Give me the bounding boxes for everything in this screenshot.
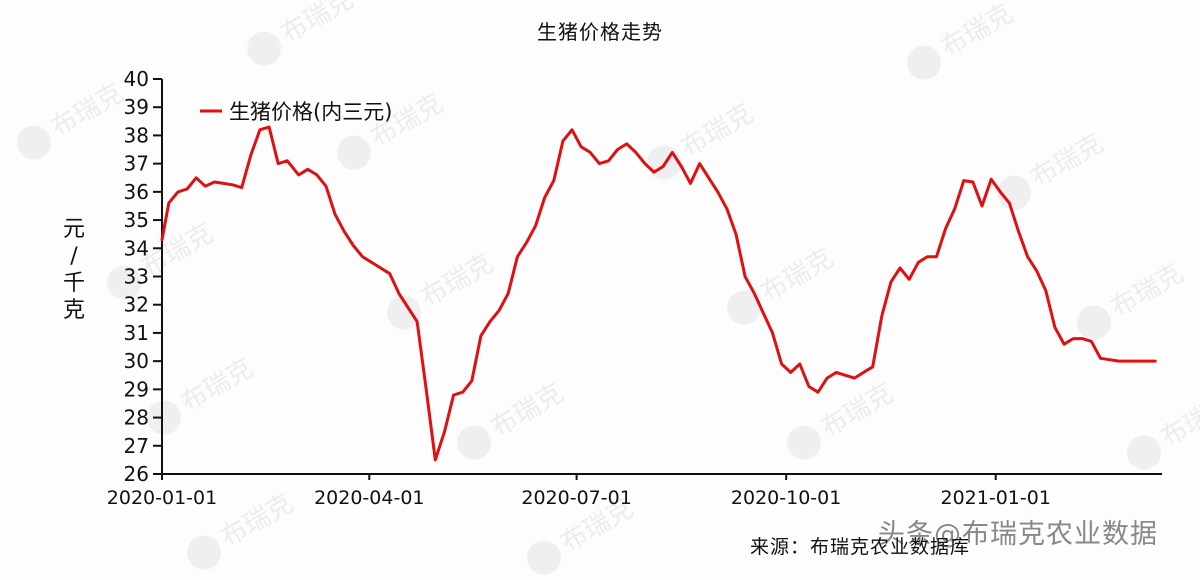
x-axis: 2020-01-01 2020-04-01 2020-07-01 2020-10-01… xyxy=(107,473,1162,509)
y-axis: 26 27 28 29 30 31 32 33 34 35 36 37 38 39 40 xyxy=(124,67,163,486)
y-axis-label-char: / xyxy=(70,244,78,269)
y-tick-label: 36 xyxy=(124,180,149,204)
y-tick-label: 32 xyxy=(124,293,149,317)
y-tick-label: 38 xyxy=(124,123,149,147)
legend-label: 生猪价格(内三元) xyxy=(229,100,392,124)
y-tick-label: 27 xyxy=(124,434,149,458)
y-axis-label-char: 克 xyxy=(62,298,85,323)
line-chart: 26 27 28 29 30 31 32 33 34 35 36 37 38 39 40 2020-01-0… xyxy=(107,67,1162,509)
price-series-line xyxy=(160,125,1157,462)
y-tick-label: 26 xyxy=(124,462,149,486)
y-tick-label: 37 xyxy=(124,152,149,176)
y-tick-label: 29 xyxy=(124,377,149,401)
y-tick-label: 33 xyxy=(124,265,149,289)
x-tick-label: 2021-01-01 xyxy=(941,487,1051,509)
y-tick-label: 30 xyxy=(124,349,149,373)
x-tick-label: 2020-10-01 xyxy=(731,487,841,509)
y-axis-label-char: 元 xyxy=(62,217,85,242)
chart-legend: 生猪价格(内三元) xyxy=(200,100,392,124)
y-tick-label: 39 xyxy=(124,95,149,119)
y-axis-label-char: 千 xyxy=(62,271,85,296)
x-tick-label: 2020-07-01 xyxy=(521,487,631,509)
source-note: 来源：布瑞克农业数据库 xyxy=(750,536,971,558)
y-tick-label: 28 xyxy=(124,406,149,430)
y-tick-label: 35 xyxy=(124,208,149,232)
x-tick-label: 2020-04-01 xyxy=(314,487,424,509)
y-tick-label: 40 xyxy=(124,67,149,91)
y-tick-label: 31 xyxy=(124,321,149,345)
platform-watermark: 头条@布瑞克农业数据 xyxy=(878,519,1158,550)
chart-title: 生猪价格走势 xyxy=(537,20,663,44)
y-axis-label: 元 / 千 克 xyxy=(60,216,88,324)
y-tick-label: 34 xyxy=(124,236,149,260)
x-tick-label: 2020-01-01 xyxy=(107,487,217,509)
